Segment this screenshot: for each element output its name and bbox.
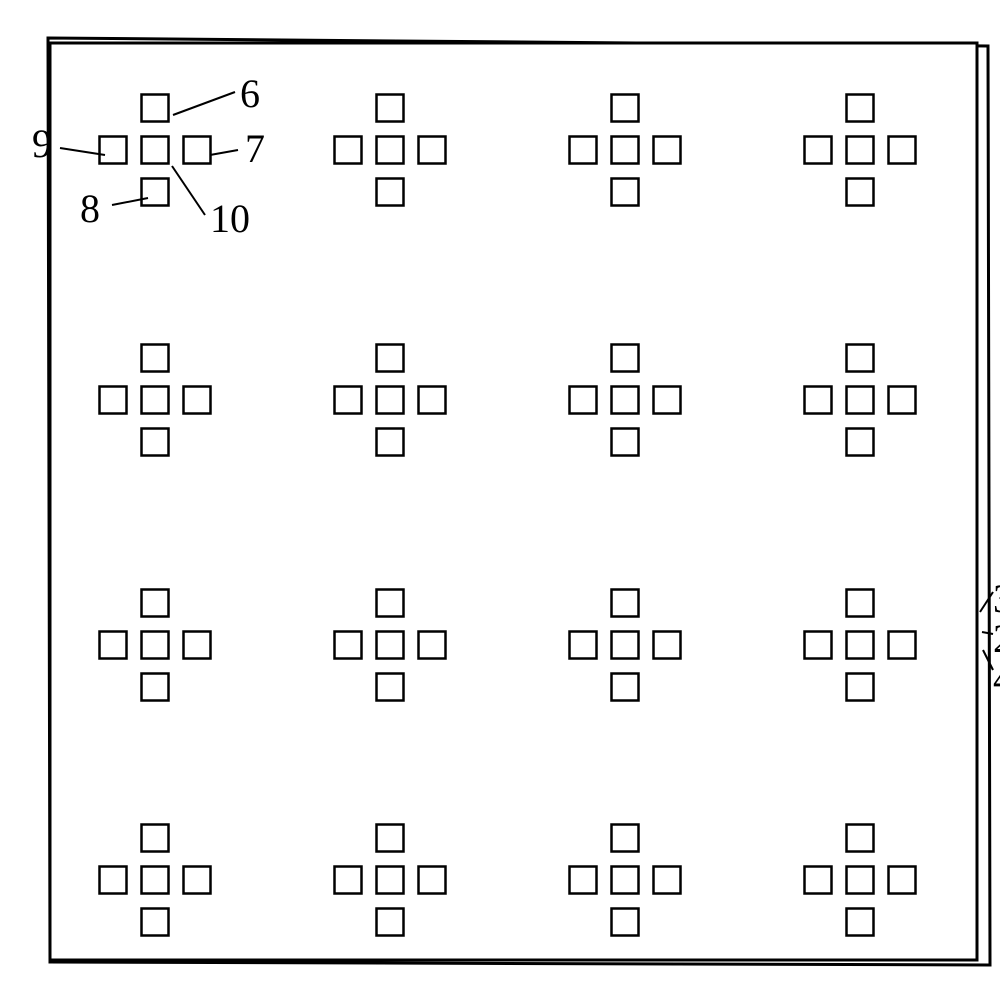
label-8: 8 (80, 185, 100, 232)
label-7: 7 (245, 125, 265, 172)
diagram-container: 697810324 (20, 20, 1000, 987)
label-9: 9 (32, 120, 52, 167)
label-4: 4 (993, 655, 1000, 702)
schematic-diagram (20, 20, 1000, 987)
label-6: 6 (240, 70, 260, 117)
label-10: 10 (210, 195, 250, 242)
